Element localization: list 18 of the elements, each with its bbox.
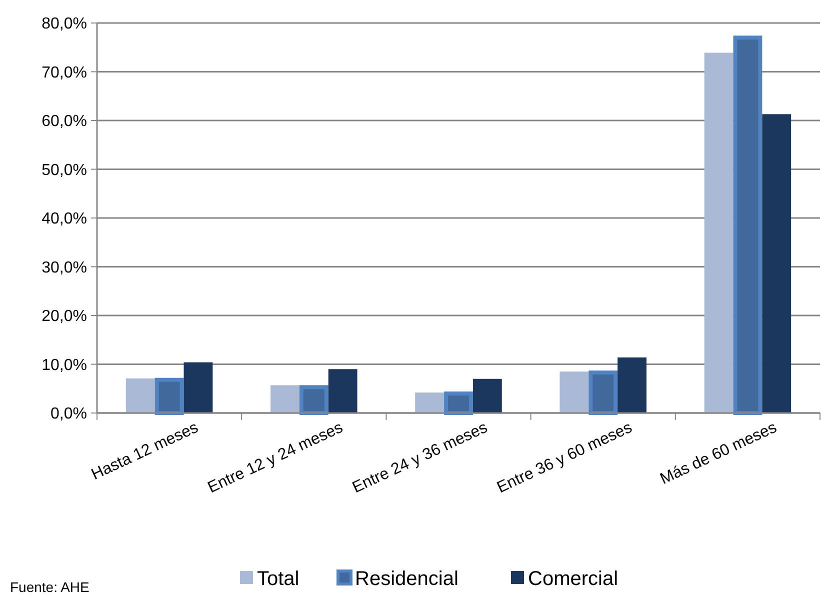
x-tick-label: Entre 12 y 24 meses xyxy=(205,419,346,497)
y-tick-label: 80,0% xyxy=(42,16,87,33)
legend-label: Residencial xyxy=(355,568,458,590)
source-note: Fuente: AHE xyxy=(10,579,90,595)
legend-label: Comercial xyxy=(528,568,618,590)
x-tick-label: Hasta 12 meses xyxy=(89,419,201,484)
x-tick-label: Más de 60 meses xyxy=(658,419,780,488)
y-tick-label: 40,0% xyxy=(42,210,87,228)
y-tick-label: 10,0% xyxy=(42,356,87,374)
y-tick-label: 70,0% xyxy=(42,64,87,82)
legend-label: Total xyxy=(257,568,300,590)
y-tick-label: 50,0% xyxy=(42,162,87,179)
y-tick-label: 30,0% xyxy=(42,259,87,276)
y-tick-label: 20,0% xyxy=(42,308,87,326)
x-tick-label: Entre 24 y 36 meses xyxy=(350,419,490,497)
y-tick-label: 0,0% xyxy=(50,406,87,423)
x-tick-label: Entre 36 y 60 meses xyxy=(494,419,635,497)
y-tick-label: 60,0% xyxy=(42,113,87,130)
